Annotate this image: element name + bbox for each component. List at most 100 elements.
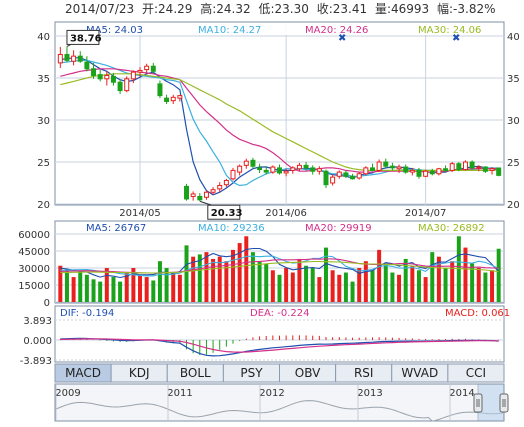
price-panel: 20 20 25 25 30 30 35 35 40 40 MA5: 24.03 MA10: 24… <box>37 21 520 220</box>
candle-body <box>356 173 362 179</box>
candle-body <box>237 165 243 173</box>
volume-bar <box>324 247 328 302</box>
navigator-year-label: 2009 <box>55 388 80 399</box>
navigator-left-handle[interactable] <box>473 393 483 413</box>
volume-bar <box>211 258 216 302</box>
volume-y-tick: 60000 <box>18 230 50 241</box>
volume-ma5-label: MA5: 26767 <box>86 223 146 234</box>
candle-body <box>316 168 322 172</box>
volume-bar <box>237 243 242 302</box>
candle-body <box>57 53 63 64</box>
volume-bar <box>118 281 123 302</box>
price-ma-legend-bg <box>56 23 503 35</box>
candle-body <box>409 169 415 173</box>
volume-bar <box>64 270 69 302</box>
tab-label: OBV <box>295 366 321 380</box>
volume-bar <box>224 261 229 302</box>
volume-ma10-label: MA10: 29236 <box>198 223 265 234</box>
candle-body <box>157 83 163 97</box>
volume-y-tick: 0 <box>44 298 50 309</box>
candle-body <box>476 166 482 169</box>
volume-bar <box>496 248 501 302</box>
candle-body <box>423 170 429 177</box>
candle-body <box>170 96 176 102</box>
volume-bar <box>257 261 262 302</box>
tab-rsi[interactable]: RSI <box>335 363 393 383</box>
volume-bar <box>430 252 435 302</box>
tab-label: CCI <box>466 366 486 380</box>
tab-label: WVAD <box>401 366 438 380</box>
volume-bar <box>144 277 149 302</box>
volume-bar <box>270 270 275 302</box>
volume-bar <box>416 270 421 302</box>
tab-kdj[interactable]: KDJ <box>110 363 168 383</box>
volume-y-tick: 15000 <box>18 281 50 292</box>
volume-y-tick: 45000 <box>18 247 50 258</box>
volume-bar <box>304 265 309 302</box>
price-ma30-label: MA30: 24.06 <box>418 25 481 36</box>
candle-body <box>336 171 342 177</box>
macd-y-tick: 0.000 <box>23 336 52 347</box>
candle-body <box>97 74 103 80</box>
candle-body <box>91 68 97 76</box>
candle-body <box>177 95 183 99</box>
max-price-label: 38.76 <box>70 33 102 44</box>
volume-ma30-line <box>60 260 499 274</box>
candle-body <box>496 167 502 176</box>
price-y-tick-right: 20 <box>507 200 520 211</box>
volume-bar <box>363 261 368 302</box>
volume-bar <box>436 256 441 302</box>
volume-bar <box>131 268 136 302</box>
tab-boll[interactable]: BOLL <box>166 363 224 383</box>
tab-wvad[interactable]: WVAD <box>391 363 449 383</box>
volume-bar <box>177 274 182 302</box>
time-navigator[interactable]: 2009 2011 2012 2013 2014 <box>54 383 509 422</box>
candle-body <box>396 166 402 170</box>
price-y-axis: 20 20 25 25 30 30 35 35 40 40 <box>37 32 519 211</box>
tab-cci[interactable]: CCI <box>447 363 505 383</box>
header-date: 2014/07/23 <box>65 2 134 16</box>
candle-body <box>482 166 488 172</box>
candle-body <box>110 75 116 83</box>
candle-body <box>277 167 282 174</box>
tab-obv[interactable]: OBV <box>279 363 337 383</box>
macd-dea-line <box>60 338 499 353</box>
candle-body <box>270 166 276 173</box>
volume-bar <box>244 236 249 302</box>
candle-body <box>303 164 309 169</box>
tab-psy[interactable]: PSY <box>222 363 280 383</box>
navigator-right-handle[interactable] <box>499 393 509 413</box>
candle-body <box>330 176 336 184</box>
candle-body <box>449 163 455 171</box>
candle-body <box>130 71 136 80</box>
volume-bar <box>204 252 209 302</box>
header-close: 23.41 <box>333 2 367 16</box>
header-high: 24.32 <box>216 2 250 16</box>
candle-body <box>369 167 375 171</box>
volume-bar <box>111 277 116 302</box>
candle-body <box>456 163 462 171</box>
indicator-tabs: MACD KDJ BOLL PSY OBV RSI WVAD CCI <box>54 363 505 383</box>
price-candles <box>57 46 502 202</box>
dividend-marker-icon: ✖ <box>338 33 346 44</box>
header-open: 24.29 <box>158 2 192 16</box>
volume-bar <box>104 268 109 302</box>
navigator-year-label: 2014 <box>449 388 474 399</box>
candle-body <box>197 195 203 201</box>
candle-body <box>403 166 409 173</box>
tab-macd[interactable]: MACD <box>54 363 112 383</box>
candle-body <box>462 161 468 171</box>
volume-bar <box>91 279 96 302</box>
candle-body <box>323 170 329 186</box>
candle-body <box>383 161 389 167</box>
candle-body <box>223 179 229 186</box>
volume-panel: 0 15000 30000 45000 60000 MA5: 26767 MA10: 2… <box>18 220 505 309</box>
candle-body <box>429 170 435 175</box>
volume-bar <box>337 274 342 302</box>
price-y-tick-right: 40 <box>507 32 520 43</box>
candle-body <box>469 161 475 169</box>
volume-bar <box>284 268 289 302</box>
candle-body <box>150 65 156 72</box>
candle-body <box>283 170 289 174</box>
candle-body <box>296 164 302 170</box>
